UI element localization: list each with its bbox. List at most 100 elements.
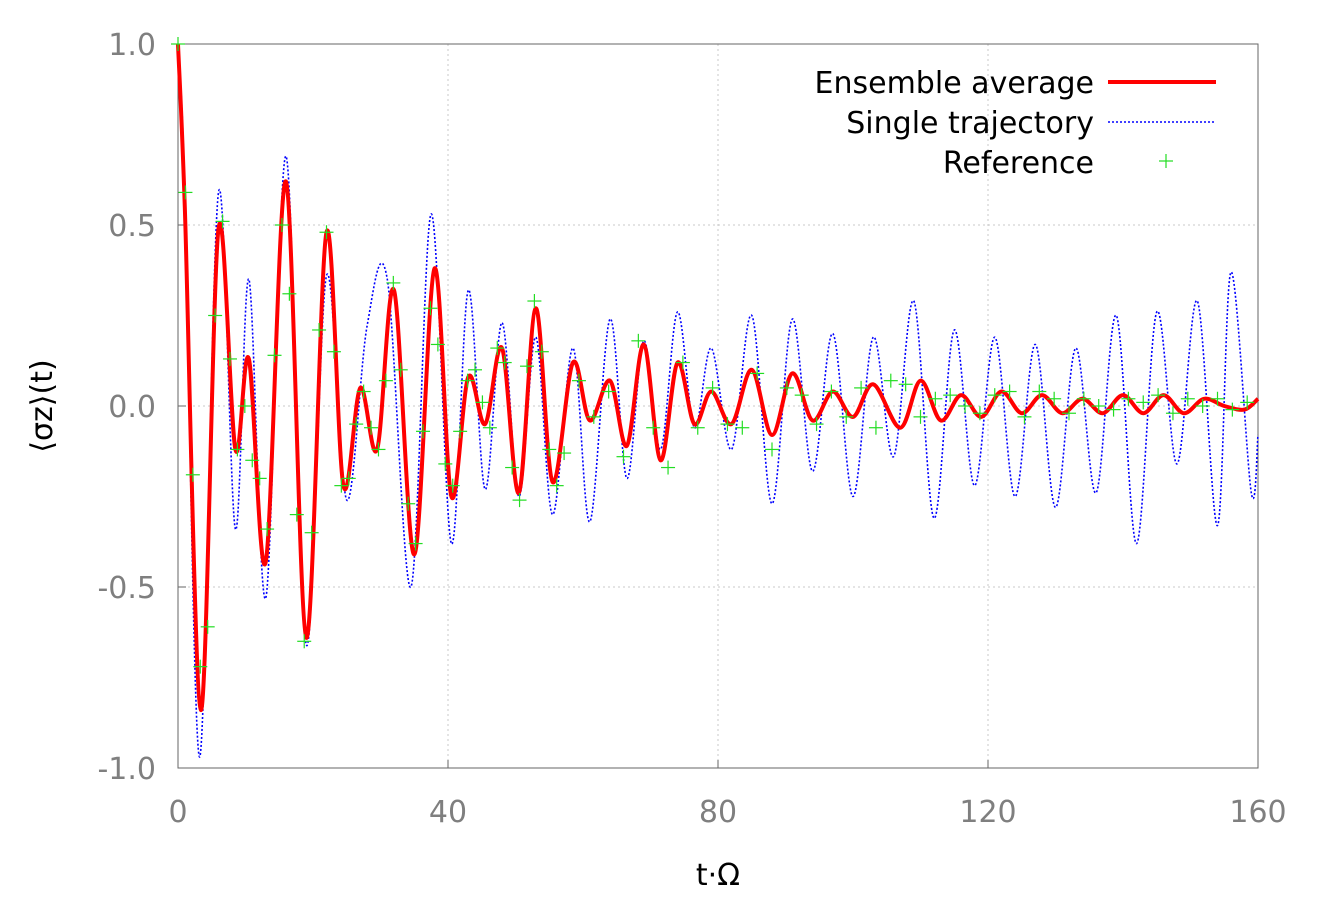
data-point [364,420,379,435]
data-point [750,366,765,381]
data-point [245,453,260,468]
data-point [482,420,497,435]
data-point [1076,391,1091,406]
data-point [1017,409,1032,424]
y-axis-label: ⟨σz⟩(t) [25,359,60,452]
data-point [453,424,468,439]
data-point [237,399,252,413]
data-point [943,388,958,403]
data-point [987,388,1002,403]
data-point [401,496,416,511]
data-point [1106,402,1121,417]
data-point [490,341,505,356]
data-point [1062,406,1076,421]
data-point [349,417,364,432]
data-point [898,377,913,392]
data-point [1195,399,1210,413]
data-point [200,619,215,634]
data-point [972,406,987,421]
x-axis-label: t·Ω [696,858,740,893]
data-point [913,409,928,424]
y-tick-label: -0.5 [97,571,156,606]
data-point [297,634,312,649]
data-point [193,659,208,674]
data-point [519,359,534,374]
data-point [883,373,898,388]
data-point [1151,388,1166,403]
data-point [334,478,349,493]
data-point [809,417,824,432]
data-point [208,308,223,323]
data-point [549,478,564,493]
data-point [1165,406,1180,421]
tick-layer: 0 40 80 120 160 -1.0 -0.5 0.0 0.5 1.0 [97,28,1286,830]
data-point [215,214,230,229]
legend-label-ensemble-average: Ensemble average [815,66,1094,101]
data-point [557,446,572,461]
data-point [460,373,475,388]
data-point [854,380,869,395]
legend: Ensemble average Single trajectory Referen… [815,66,1216,181]
x-tick-label: 80 [699,795,737,830]
data-point [675,355,690,370]
data-point [928,391,943,406]
data-point [230,442,245,457]
data-point [386,275,401,290]
x-tick-label: 0 [168,795,187,830]
data-point [319,225,334,240]
data-point [267,348,282,363]
data-point [534,344,549,359]
data-point [497,355,512,370]
legend-label-reference: Reference [943,146,1094,181]
data-point [571,373,586,388]
data-point [601,384,616,399]
data-point [393,362,408,377]
data-point [690,420,705,435]
data-point [416,424,431,439]
data-point [438,456,453,471]
data-point [1091,399,1106,413]
data-point [505,460,520,475]
legend-swatch-reference [1159,154,1173,168]
data-point [171,37,185,51]
data-point [430,337,445,352]
data-point [868,420,883,435]
data-point [1047,391,1062,406]
data-point [646,420,661,435]
data-point [616,449,631,464]
legend-label-single-trajectory: Single trajectory [846,106,1094,141]
data-point [631,333,646,348]
data-point [824,384,839,399]
data-point [312,322,327,337]
data-point [371,442,386,457]
data-point [1032,384,1047,399]
data-point [282,286,297,301]
data-point [586,409,601,424]
data-point [423,301,438,316]
data-point [765,442,779,457]
y-tick-label: 1.0 [108,28,156,63]
data-point [304,525,319,540]
data-point [252,471,267,486]
series-ensemble-average-line [176,43,1260,713]
data-point [512,493,527,508]
x-tick-label: 120 [959,795,1016,830]
data-point [735,420,750,435]
data-point [1121,391,1136,406]
data-point [260,522,275,537]
data-point [274,218,289,232]
y-tick-label: 0.5 [108,209,156,244]
data-point [445,478,460,493]
data-point [661,460,676,475]
data-point [356,384,371,399]
series-single-trajectory-line [177,43,1259,758]
data-point [720,417,735,432]
data-point [527,294,542,309]
data-point [341,471,356,486]
data-point [378,373,393,388]
x-tick-label: 40 [429,795,467,830]
data-point [1240,395,1255,410]
data-point [958,399,973,413]
data-point [542,442,557,457]
